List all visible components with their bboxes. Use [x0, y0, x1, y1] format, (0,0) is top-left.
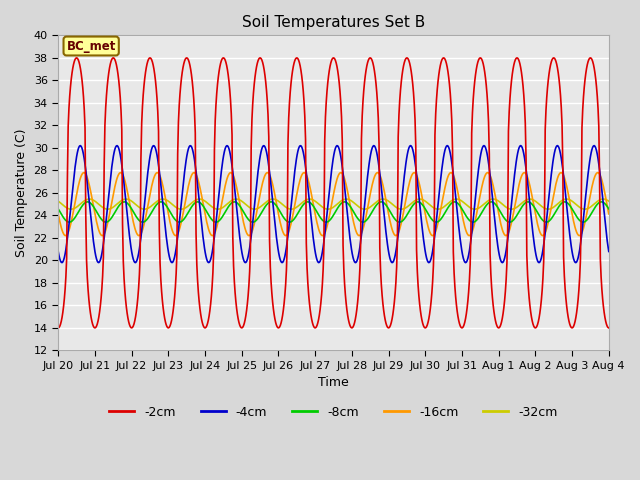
-32cm — [54, 198, 62, 204]
-32cm — [65, 206, 72, 212]
Title: Soil Temperatures Set B: Soil Temperatures Set B — [242, 15, 425, 30]
-2cm — [178, 75, 186, 81]
-4cm — [499, 260, 506, 265]
-16cm — [121, 178, 129, 183]
-2cm — [207, 301, 214, 307]
-16cm — [206, 230, 214, 236]
-16cm — [392, 233, 400, 239]
-16cm — [374, 170, 381, 176]
-16cm — [177, 222, 184, 228]
Line: -2cm: -2cm — [58, 58, 609, 328]
-4cm — [54, 249, 62, 254]
-2cm — [65, 123, 72, 129]
-4cm — [605, 249, 612, 254]
X-axis label: Time: Time — [318, 376, 349, 389]
-2cm — [605, 325, 612, 331]
-16cm — [54, 211, 62, 217]
-8cm — [65, 219, 72, 225]
Line: -32cm: -32cm — [58, 199, 609, 209]
-32cm — [177, 206, 184, 212]
-8cm — [121, 199, 129, 205]
-2cm — [122, 297, 129, 303]
-8cm — [54, 206, 62, 212]
-4cm — [480, 143, 488, 148]
-16cm — [402, 197, 410, 203]
-4cm — [121, 189, 129, 194]
-32cm — [508, 206, 515, 212]
-4cm — [177, 205, 184, 211]
-4cm — [65, 229, 72, 235]
-16cm — [65, 229, 72, 235]
Line: -4cm: -4cm — [58, 145, 609, 263]
-4cm — [417, 208, 424, 214]
-32cm — [417, 196, 424, 202]
-8cm — [605, 206, 612, 212]
Line: -8cm: -8cm — [58, 202, 609, 222]
-8cm — [206, 214, 214, 220]
-2cm — [401, 57, 409, 63]
Text: BC_met: BC_met — [67, 39, 116, 52]
-16cm — [605, 211, 612, 217]
Legend: -2cm, -4cm, -8cm, -16cm, -32cm: -2cm, -4cm, -8cm, -16cm, -32cm — [104, 401, 563, 424]
-8cm — [268, 199, 275, 205]
Line: -16cm: -16cm — [58, 173, 609, 236]
-4cm — [206, 259, 214, 264]
-32cm — [605, 198, 612, 204]
-2cm — [73, 55, 81, 60]
-8cm — [177, 219, 184, 225]
-16cm — [418, 193, 426, 199]
-4cm — [401, 173, 408, 179]
-2cm — [417, 313, 425, 319]
-8cm — [418, 201, 426, 207]
-32cm — [401, 206, 408, 212]
-32cm — [121, 196, 129, 202]
Y-axis label: Soil Temperature (C): Soil Temperature (C) — [15, 129, 28, 257]
-32cm — [206, 202, 214, 208]
-2cm — [54, 325, 62, 331]
-32cm — [490, 196, 497, 202]
-8cm — [402, 214, 410, 220]
-8cm — [285, 219, 293, 225]
